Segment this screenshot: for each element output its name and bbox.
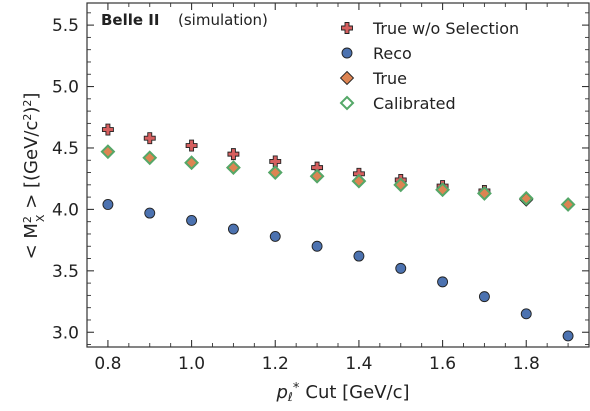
point-true xyxy=(560,197,576,212)
point-true xyxy=(351,174,367,189)
point-reco xyxy=(353,250,365,262)
point-reco xyxy=(269,230,281,242)
point-calibrated xyxy=(393,177,409,193)
y-tick-label: 4.0 xyxy=(52,200,79,220)
legend-item-reco: Reco xyxy=(341,44,412,63)
series-true xyxy=(100,144,576,212)
point-true xyxy=(142,150,157,165)
point-reco xyxy=(186,215,198,226)
x-tick-label: 0.8 xyxy=(94,354,121,374)
legend: True w/o Selection Reco True Calibrated xyxy=(339,19,519,113)
point-calibrated xyxy=(267,165,283,180)
x-tick-label: 1.8 xyxy=(513,354,540,374)
legend-item-true: True xyxy=(339,69,407,88)
legend-marker xyxy=(341,47,353,59)
axis-ticks: 0.8 1.0 1.2 1.4 1.6 1.8 3.0 3.5 4.0 4.5 5.0 5.5 xyxy=(52,3,590,374)
y-tick-label: 5.0 xyxy=(52,78,79,98)
point-calibrated xyxy=(100,144,116,160)
point-true-w-o-selection xyxy=(185,139,198,152)
point-true xyxy=(184,155,199,170)
watermark-experiment: Belle II xyxy=(101,11,159,29)
point-true xyxy=(309,169,325,184)
series-calibrated xyxy=(100,144,576,212)
plot-frame xyxy=(86,2,590,348)
legend-marker xyxy=(341,22,353,34)
y-axis-label: < M2X > [(GeV/c2)2] xyxy=(21,93,47,260)
point-calibrated xyxy=(309,168,325,184)
point-true-w-o-selection xyxy=(143,132,156,145)
data-points xyxy=(100,123,576,342)
x-axis-label: pℓ* Cut [GeV/c] xyxy=(275,381,409,404)
series-true-w-o-selection xyxy=(101,123,491,197)
legend-marker xyxy=(339,70,355,86)
series-reco xyxy=(102,199,574,342)
legend-marker xyxy=(339,95,355,111)
x-tick-label: 1.0 xyxy=(178,354,205,374)
y-tick-label: 5.5 xyxy=(52,16,79,36)
point-true-w-o-selection xyxy=(101,123,114,136)
point-reco xyxy=(144,207,156,219)
legend-item-calibrated: Calibrated xyxy=(339,94,456,113)
point-reco xyxy=(395,262,407,274)
point-reco xyxy=(437,276,449,288)
legend-label: True xyxy=(372,69,407,88)
point-calibrated xyxy=(351,173,367,189)
legend-item-true-w-o-selection: True w/o Selection xyxy=(341,19,519,38)
point-true xyxy=(268,165,283,180)
point-true-w-o-selection xyxy=(269,155,282,168)
legend-label: Reco xyxy=(373,44,412,63)
point-calibrated xyxy=(435,182,450,198)
point-reco xyxy=(102,199,114,210)
watermark-note: (simulation) xyxy=(178,11,268,29)
x-tick-label: 1.2 xyxy=(262,354,289,374)
point-reco xyxy=(520,308,532,320)
y-tick-label: 3.5 xyxy=(52,262,79,282)
x-tick-label: 1.6 xyxy=(429,354,456,374)
y-tick-label: 3.0 xyxy=(52,323,79,343)
plot-frame-border xyxy=(86,2,590,348)
point-calibrated xyxy=(226,160,241,176)
point-calibrated xyxy=(560,197,576,212)
point-calibrated xyxy=(518,190,534,206)
point-calibrated xyxy=(142,150,158,166)
point-calibrated xyxy=(477,186,492,201)
point-reco xyxy=(478,291,490,303)
point-reco xyxy=(227,223,239,235)
legend-label: Calibrated xyxy=(373,94,456,113)
y-tick-label: 4.5 xyxy=(52,139,79,159)
point-reco xyxy=(562,330,574,342)
legend-label: True w/o Selection xyxy=(372,19,519,38)
point-true xyxy=(100,144,116,159)
x-tick-label: 1.4 xyxy=(345,354,372,374)
point-calibrated xyxy=(184,155,199,171)
point-reco xyxy=(311,240,323,252)
point-true-w-o-selection xyxy=(227,148,240,161)
point-true xyxy=(226,160,241,175)
